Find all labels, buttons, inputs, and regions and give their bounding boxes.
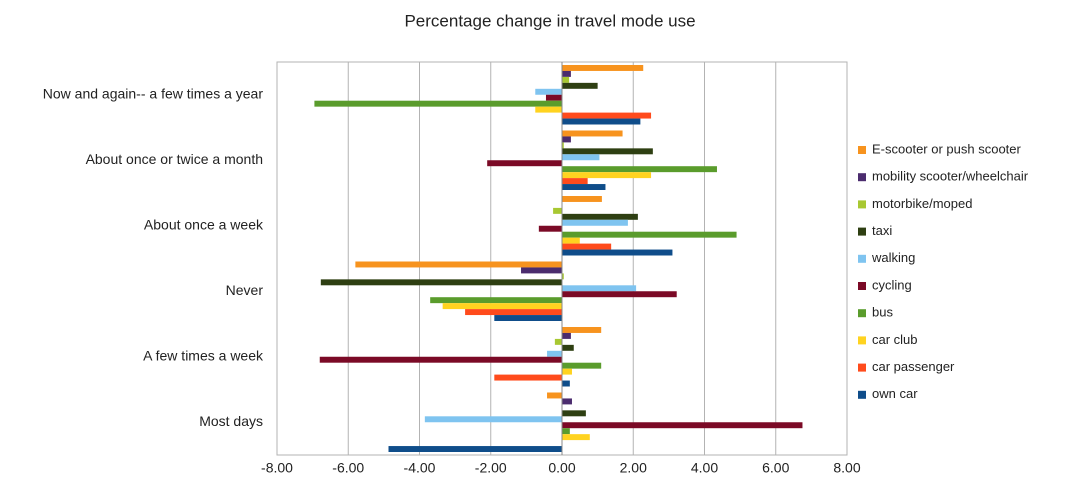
bar (562, 231, 737, 238)
bar (562, 219, 628, 226)
bar (319, 356, 562, 363)
bar (562, 273, 564, 280)
legend-swatch (858, 173, 866, 182)
legend-label: own car (872, 386, 918, 401)
bar (562, 237, 580, 244)
bar (562, 112, 652, 119)
x-tick-label: -6.00 (332, 460, 364, 476)
x-tick-label: 2.00 (620, 460, 647, 476)
bar (388, 446, 562, 452)
legend-swatch (858, 336, 866, 345)
bar (562, 362, 602, 369)
bar (355, 261, 562, 268)
bar (535, 88, 562, 95)
legend-label: bus (872, 305, 893, 320)
bar (562, 344, 574, 351)
bar (562, 196, 602, 202)
x-tick-label: -8.00 (261, 460, 293, 476)
bar (562, 213, 638, 220)
bar (562, 285, 637, 292)
x-tick-label: 0.00 (548, 460, 575, 476)
bar (562, 291, 677, 298)
bar (562, 82, 598, 89)
bar (562, 178, 588, 185)
bar (547, 350, 562, 357)
bar (562, 249, 673, 256)
bar (562, 327, 602, 333)
bar (314, 100, 562, 107)
bar (562, 184, 606, 190)
x-tick-label: 8.00 (833, 460, 860, 476)
bar (562, 148, 653, 155)
bar (562, 154, 600, 161)
bar (430, 297, 562, 304)
bar (562, 398, 572, 405)
y-tick-label: Never (226, 282, 264, 298)
bar (562, 410, 586, 417)
bar (562, 172, 652, 179)
legend-swatch (858, 254, 866, 263)
bar (562, 76, 570, 83)
bar (562, 243, 612, 250)
y-tick-label: Now and again-- a few times a year (43, 85, 264, 101)
bar (562, 130, 623, 137)
bar (487, 160, 562, 167)
legend-label: motorbike/moped (872, 196, 972, 211)
legend-label: car passenger (872, 359, 955, 374)
legend-label: mobility scooter/wheelchair (872, 169, 1029, 184)
chart-title: Percentage change in travel mode use (404, 11, 695, 30)
bar (562, 142, 564, 149)
x-tick-label: 4.00 (691, 460, 718, 476)
bar (424, 416, 562, 423)
x-tick-label: 6.00 (762, 460, 789, 476)
y-tick-label: About once or twice a month (86, 151, 263, 167)
bar (545, 94, 562, 101)
legend-swatch (858, 227, 866, 236)
y-tick-label: A few times a week (143, 347, 264, 363)
bar (547, 392, 562, 399)
legend-label: car club (872, 332, 918, 347)
legend-swatch (858, 282, 866, 290)
bar (442, 303, 562, 310)
y-tick-label: About once a week (144, 216, 264, 232)
y-tick-label: Most days (199, 413, 263, 429)
legend-label: E-scooter or push scooter (872, 141, 1022, 156)
legend-label: walking (871, 250, 915, 265)
bar (535, 106, 562, 113)
x-tick-label: -4.00 (404, 460, 436, 476)
bar (554, 338, 562, 345)
legend-swatch (858, 309, 866, 318)
legend-label: cycling (872, 277, 912, 292)
bar (562, 422, 803, 429)
bar (562, 434, 590, 441)
bar (553, 207, 562, 214)
bar (494, 374, 562, 381)
bar (562, 65, 644, 71)
bar (562, 380, 570, 387)
legend-swatch (858, 146, 866, 154)
legend-label: taxi (872, 223, 892, 238)
legend-swatch (858, 363, 866, 372)
bar (494, 315, 562, 321)
x-tick-label: -2.00 (475, 460, 507, 476)
bar (521, 267, 562, 274)
bar (320, 279, 562, 286)
legend-swatch (858, 390, 866, 399)
bar (465, 309, 562, 316)
bar (562, 428, 570, 435)
bar (562, 332, 571, 339)
bar (562, 368, 572, 375)
legend-swatch (858, 200, 866, 209)
bar (538, 225, 562, 232)
bar (562, 166, 717, 173)
bar (562, 136, 571, 143)
bar (562, 118, 641, 125)
bar (562, 70, 571, 77)
